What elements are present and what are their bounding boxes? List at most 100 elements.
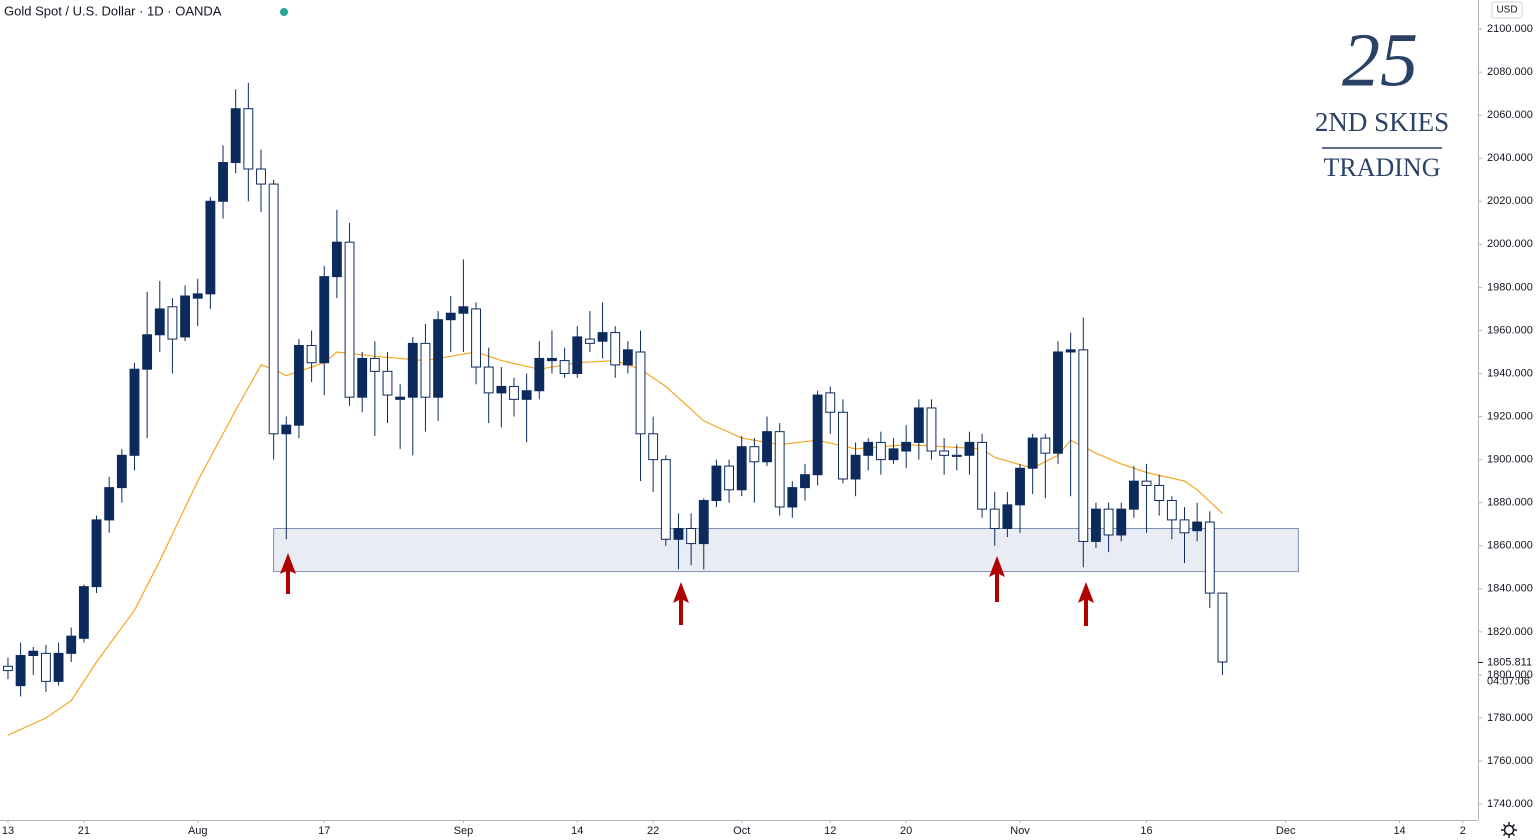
currency-badge[interactable] (1491, 1, 1523, 19)
candle-body (483, 366, 494, 394)
candle-body (913, 407, 924, 443)
candle-body (863, 441, 874, 456)
candle-body (28, 650, 39, 657)
candle-body (445, 312, 456, 321)
y-tick-label: 2080.000 (1487, 66, 1533, 78)
y-tick-label: 1760.000 (1487, 755, 1533, 767)
candle-body (597, 332, 608, 342)
candle-body (1154, 484, 1165, 502)
candle-body (736, 446, 747, 491)
y-tick-label: 1880.000 (1487, 497, 1533, 509)
x-tick-label: 2 (1460, 825, 1466, 837)
candle-body (218, 162, 228, 202)
y-tick-label: 2040.000 (1487, 152, 1533, 164)
candle-body (1166, 500, 1177, 521)
currency-label: USD (1496, 5, 1517, 16)
candle-body (129, 368, 140, 456)
candle-body (496, 385, 507, 394)
candle-body (357, 357, 368, 398)
candle-body (192, 293, 203, 299)
arrow (1078, 582, 1094, 626)
candle-body (369, 357, 380, 372)
y-tick-label: 1820.000 (1487, 626, 1533, 638)
candle-body (1141, 480, 1152, 486)
y-tick-label: 1940.000 (1487, 367, 1533, 379)
gear (1503, 824, 1515, 836)
candle-body (256, 168, 266, 185)
candle-body (521, 390, 532, 400)
candle-body (939, 450, 950, 456)
candle-body (420, 342, 431, 398)
candle-body (559, 360, 570, 375)
y-tick-label: 1900.000 (1487, 454, 1533, 466)
candle-body (433, 319, 444, 398)
candle-body (724, 465, 734, 491)
logo-line2: TRADING (1324, 153, 1441, 182)
settings-icon[interactable] (1501, 822, 1517, 838)
candle-body (1091, 508, 1101, 542)
x-tick-label: Aug (188, 825, 208, 837)
candle-body (1128, 480, 1139, 510)
arrow (673, 582, 689, 625)
candle-body (610, 332, 621, 366)
candle-body (142, 334, 153, 370)
x-tick-label: 13 (2, 825, 14, 837)
candle-body (1192, 521, 1203, 532)
candle-body (243, 108, 254, 170)
candle-body (989, 508, 1000, 530)
y-tick-label: 1740.000 (1487, 798, 1533, 810)
candle-body (66, 635, 77, 654)
y-tick-label: 2020.000 (1487, 195, 1533, 207)
candle-body (951, 454, 962, 457)
candle-body (458, 306, 469, 314)
candle-body (1103, 508, 1114, 536)
arrows (280, 553, 1094, 626)
status-dot (280, 8, 288, 16)
candle-body (15, 655, 26, 687)
candle-body (686, 528, 697, 545)
candle-body (547, 357, 557, 362)
candle-body (395, 396, 406, 400)
candle-body (1065, 349, 1076, 353)
y-tick-label: 1920.000 (1487, 410, 1533, 422)
x-tick-label: 12 (824, 825, 836, 837)
y-tick-label: 1780.000 (1487, 712, 1533, 724)
candle-body (787, 487, 798, 508)
candle-body (1027, 437, 1038, 469)
candle-body (471, 308, 481, 368)
chart-title: Gold Spot / U.S. Dollar · 1D · OANDA (4, 3, 222, 18)
candle-body (306, 345, 317, 364)
candle-body (800, 474, 810, 489)
x-tick-label: Nov (1010, 825, 1030, 837)
candle-body (180, 295, 191, 338)
candle-body (584, 338, 595, 344)
x-tick-label: 14 (1393, 825, 1405, 837)
candle-body (319, 276, 330, 364)
candle-body (648, 433, 659, 461)
candle-body (534, 357, 545, 392)
logo-line1: 2ND SKIES (1315, 107, 1449, 137)
arrow (280, 553, 296, 594)
x-tick-label: Dec (1276, 825, 1296, 837)
logo-mark: 25 (1342, 18, 1418, 102)
candle-body (205, 200, 216, 295)
x-tick-label: 20 (900, 825, 912, 837)
candle-body (116, 454, 127, 489)
candle-body (1204, 521, 1215, 594)
candle-body (1015, 467, 1025, 506)
candle-body (888, 448, 899, 461)
candle-body (660, 459, 671, 540)
candle-body (53, 652, 64, 682)
candle-body (977, 441, 988, 510)
y-tick-label: 2000.000 (1487, 238, 1533, 250)
candle-body (1179, 519, 1190, 534)
arrow (989, 556, 1005, 602)
support-zone (273, 528, 1299, 573)
x-tick-label: 21 (78, 825, 90, 837)
candle-body (509, 385, 519, 400)
x-tick-label: Oct (733, 825, 750, 837)
candle-body (901, 441, 912, 452)
candle-body (382, 370, 393, 396)
last-price-label: 1805.811 (1487, 656, 1532, 668)
candle-body (104, 487, 115, 521)
